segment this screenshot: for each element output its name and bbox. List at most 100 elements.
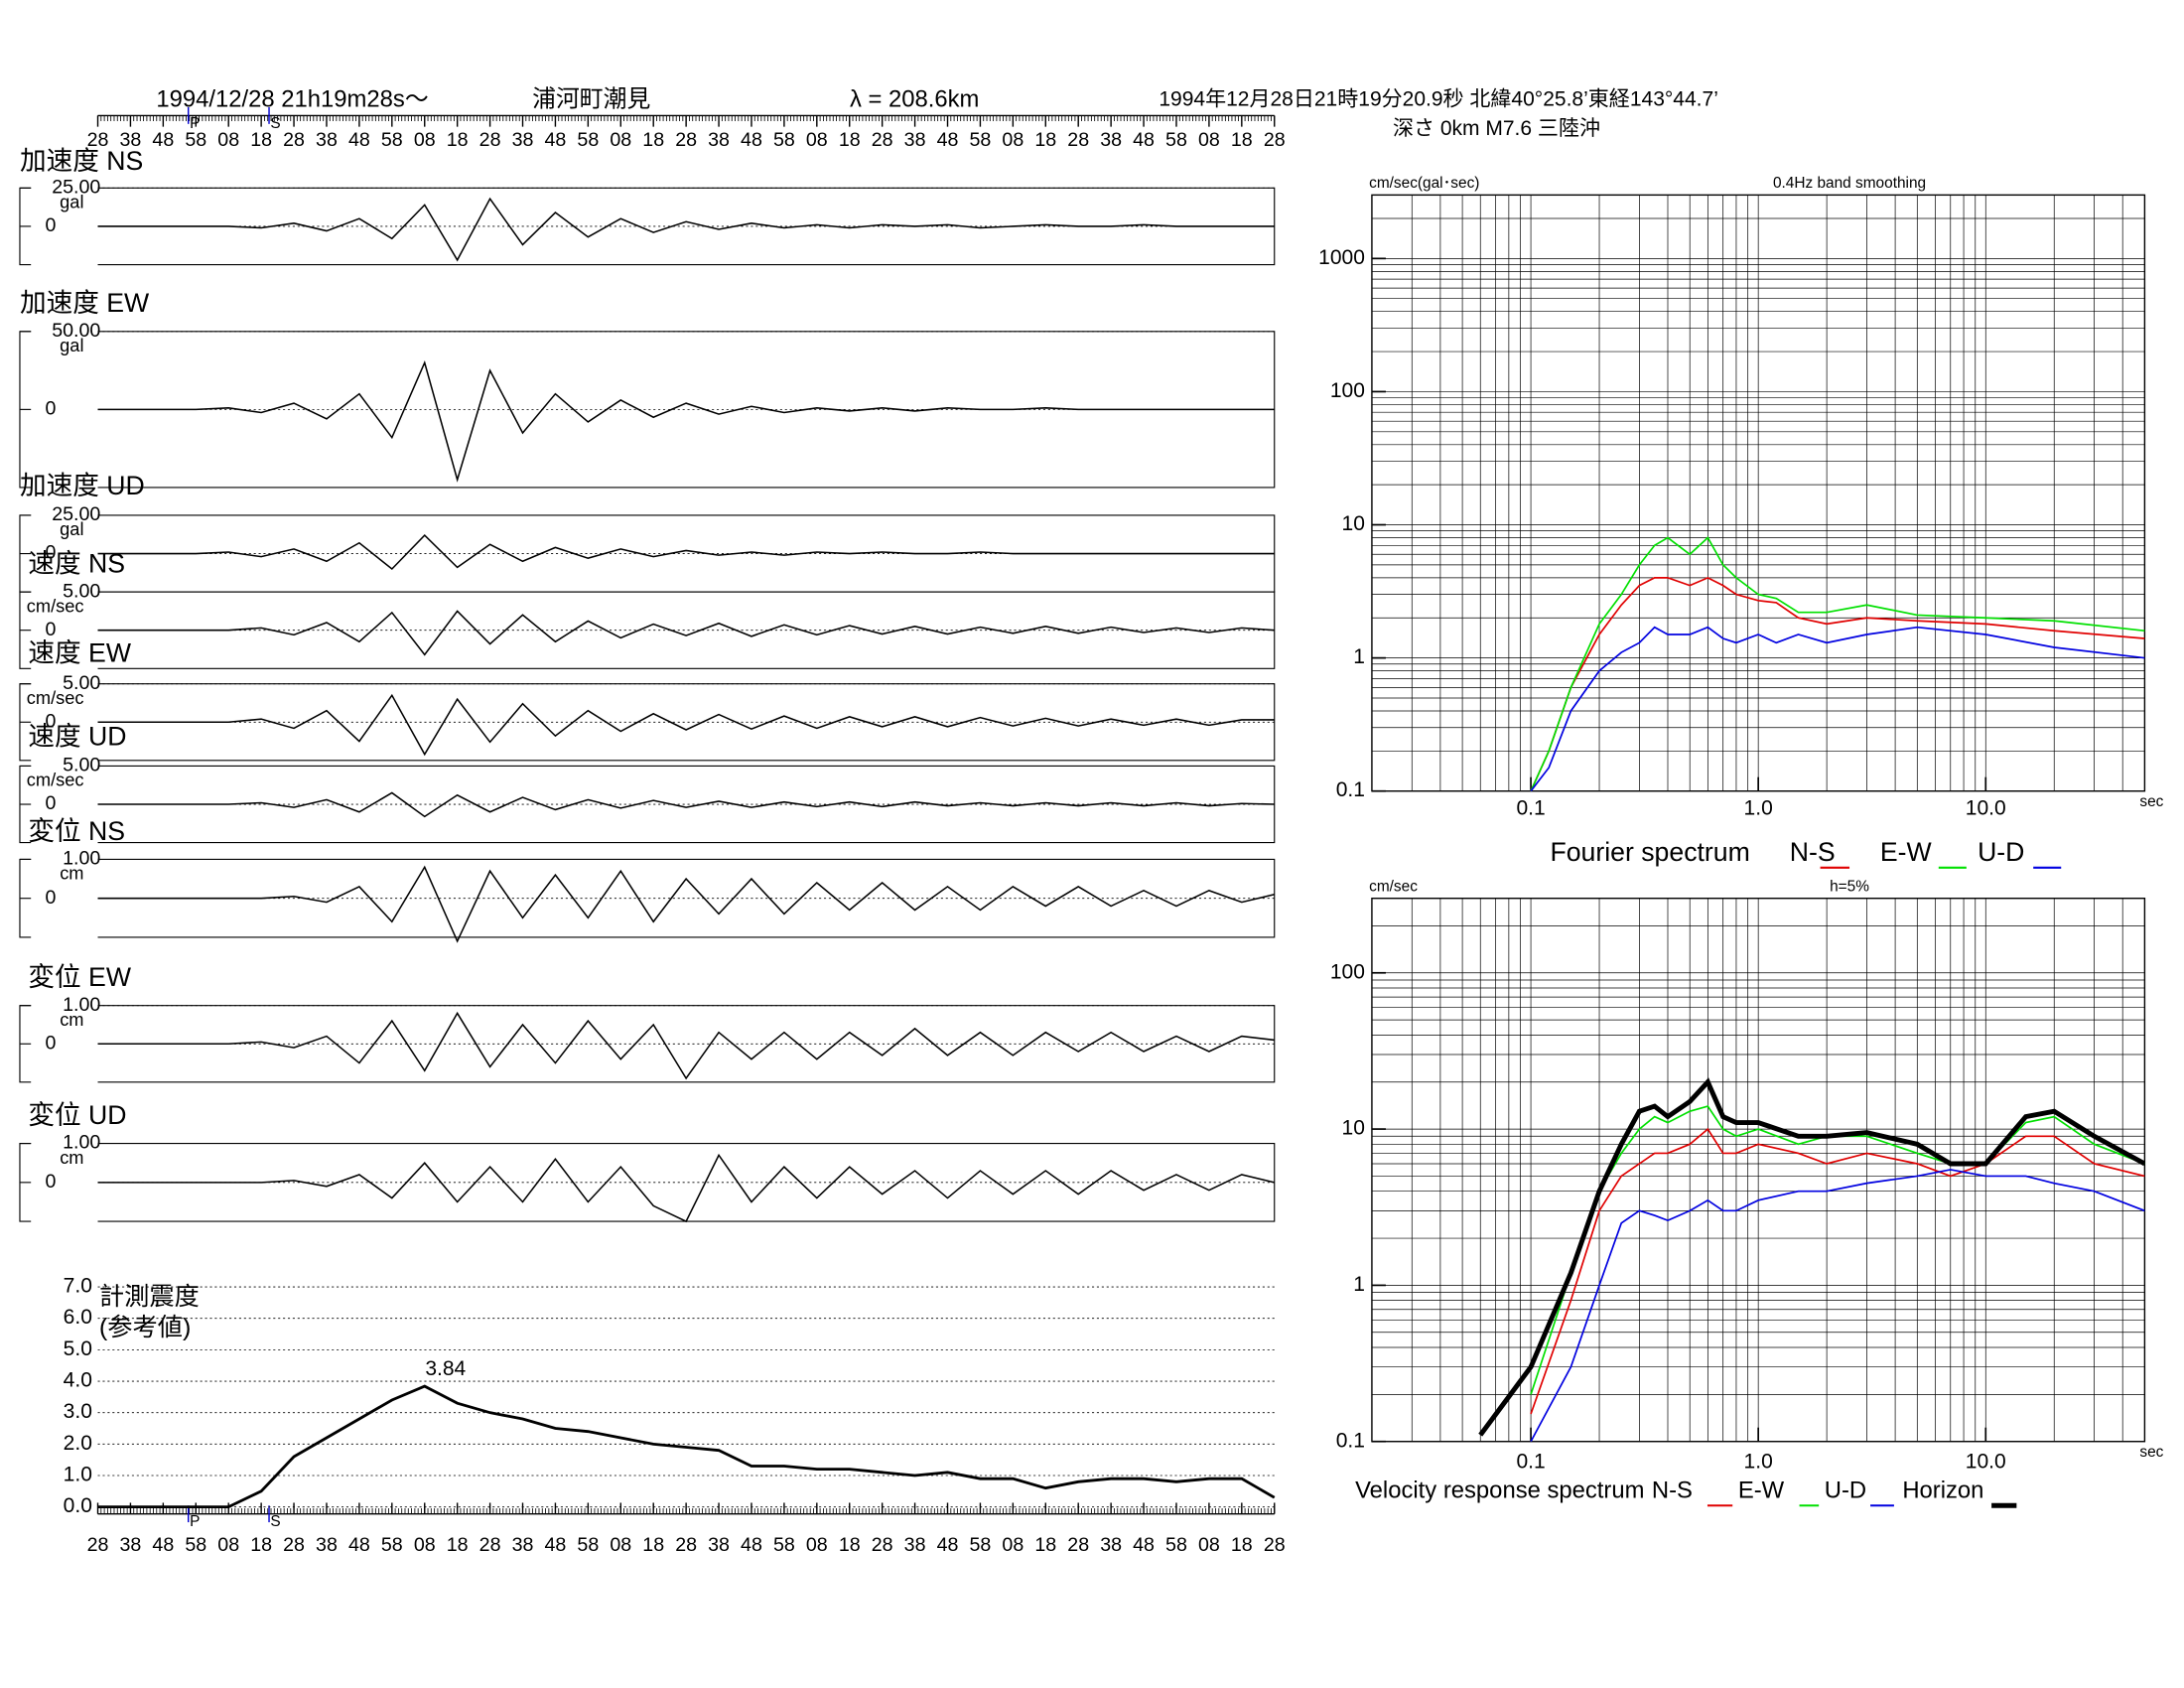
x-tick-label: 58 xyxy=(970,129,992,151)
chart-subtitle: (参考値) xyxy=(99,1314,192,1341)
x-tick-label: 28 xyxy=(872,129,893,151)
spectrum-line xyxy=(1530,1169,2145,1442)
x-tick-label: 38 xyxy=(120,1534,142,1556)
x-tick-label: 58 xyxy=(577,1534,599,1556)
spectrum-line xyxy=(1530,626,2145,791)
x-tick-label: 18 xyxy=(1034,129,1056,151)
x-tick-label: 08 xyxy=(217,129,239,151)
x-tick-label: 38 xyxy=(708,1534,730,1556)
spectrum-line xyxy=(1530,536,2145,791)
trace-label: 速度 EW xyxy=(28,637,131,667)
y-tick-label: 1000 xyxy=(1318,246,1365,269)
x-tick-label: 38 xyxy=(512,1534,534,1556)
waveform xyxy=(97,865,1275,943)
legend-label: E-W xyxy=(1738,1477,1785,1504)
waveform xyxy=(97,197,1275,262)
spectrum-line xyxy=(1530,1127,2145,1415)
x-tick-label: 18 xyxy=(642,129,664,151)
unit-label: cm xyxy=(60,1009,83,1030)
y-tick-label: 0 xyxy=(46,398,57,420)
x-tick-label: 08 xyxy=(610,1534,631,1556)
waveform xyxy=(97,1011,1275,1080)
y-tick-label: 0.0 xyxy=(64,1494,92,1517)
y-tick-label: 0 xyxy=(46,710,57,732)
y-tick-label: 0 xyxy=(46,619,57,640)
y-tick-label: 100 xyxy=(1330,379,1365,402)
y-tick-label: 5.0 xyxy=(64,1337,92,1360)
y-tick-label: 25.00 xyxy=(52,503,100,525)
x-tick-label: 10.0 xyxy=(1966,1450,2006,1473)
y-tick-label: 0 xyxy=(46,214,57,236)
x-tick-label: 18 xyxy=(447,1534,469,1556)
x-tick-label: 28 xyxy=(87,129,109,151)
x-tick-label: 48 xyxy=(1133,1534,1155,1556)
x-unit: sec xyxy=(2139,1444,2163,1461)
x-tick-label: 28 xyxy=(283,129,305,151)
x-tick-label: 38 xyxy=(316,129,338,151)
x-tick-label: 28 xyxy=(1264,1534,1286,1556)
legend-label: N-S xyxy=(1790,837,1836,867)
legend-title: Velocity response spectrum xyxy=(1355,1477,1644,1504)
y-tick-label: 1.00 xyxy=(63,848,100,870)
y-tick-label: 1.00 xyxy=(63,1132,100,1154)
x-tick-label: 18 xyxy=(839,129,861,151)
x-tick-label: 28 xyxy=(479,1534,501,1556)
x-tick-label: 48 xyxy=(348,129,370,151)
x-tick-label: 38 xyxy=(904,129,926,151)
waveform xyxy=(97,1153,1275,1223)
trace-label: 変位 NS xyxy=(28,816,125,846)
phase-label: S xyxy=(270,1513,280,1530)
x-tick-label: 1.0 xyxy=(1744,1450,1773,1473)
legend-label: U-D xyxy=(1978,837,2024,867)
y-tick-label: 0.1 xyxy=(1336,778,1365,801)
x-tick-label: 08 xyxy=(414,129,436,151)
x-tick-label: 28 xyxy=(87,1534,109,1556)
chart-subtitle: h=5% xyxy=(1830,879,1869,896)
x-tick-label: 08 xyxy=(414,1534,436,1556)
x-tick-label: 38 xyxy=(708,129,730,151)
chart-subtitle: 0.4Hz band smoothing xyxy=(1773,175,1926,192)
y-tick-label: 50.00 xyxy=(52,320,100,342)
intensity-line xyxy=(97,1384,1276,1509)
y-tick-label: 1.00 xyxy=(63,994,100,1016)
y-unit: cm/sec(gal･sec) xyxy=(1369,175,1479,192)
unit-label: cm xyxy=(60,863,83,884)
waveform xyxy=(97,533,1275,571)
x-tick-label: 58 xyxy=(1165,1534,1187,1556)
y-tick-label: 1 xyxy=(1353,1273,1365,1296)
trace-label: 加速度 NS xyxy=(20,146,143,176)
x-tick-label: 38 xyxy=(904,1534,926,1556)
x-tick-label: 38 xyxy=(1100,1534,1122,1556)
unit-label: cm xyxy=(60,1147,83,1168)
spectrum-line xyxy=(1530,576,2145,791)
waveform xyxy=(97,791,1275,818)
x-tick-label: 48 xyxy=(545,129,567,151)
legend-label: N-S xyxy=(1652,1477,1693,1504)
y-tick-label: 100 xyxy=(1330,960,1365,983)
x-tick-label: 58 xyxy=(577,129,599,151)
x-tick-label: 08 xyxy=(806,1534,828,1556)
y-tick-label: 7.0 xyxy=(64,1275,92,1298)
x-tick-label: 28 xyxy=(1067,1534,1089,1556)
spectrum-line xyxy=(1478,1077,2145,1437)
y-tick-label: 3.0 xyxy=(64,1400,92,1423)
y-unit: cm/sec xyxy=(1369,879,1418,896)
y-tick-label: 6.0 xyxy=(64,1306,92,1329)
x-tick-label: 28 xyxy=(1067,129,1089,151)
annotation: 3.84 xyxy=(425,1357,466,1380)
x-tick-label: 08 xyxy=(1002,129,1024,151)
x-tick-label: 38 xyxy=(512,129,534,151)
y-tick-label: 0.1 xyxy=(1336,1429,1365,1452)
x-tick-label: 10.0 xyxy=(1966,796,2006,819)
x-tick-label: 48 xyxy=(152,1534,174,1556)
x-tick-label: 58 xyxy=(185,1534,206,1556)
x-tick-label: 48 xyxy=(348,1534,370,1556)
x-tick-label: 18 xyxy=(447,129,469,151)
origin-time: 1994/12/28 21h19m28s〜 xyxy=(156,85,428,112)
phase-label: P xyxy=(190,115,200,132)
x-tick-label: 18 xyxy=(839,1534,861,1556)
waveform xyxy=(97,693,1275,757)
x-tick-label: 28 xyxy=(675,1534,697,1556)
